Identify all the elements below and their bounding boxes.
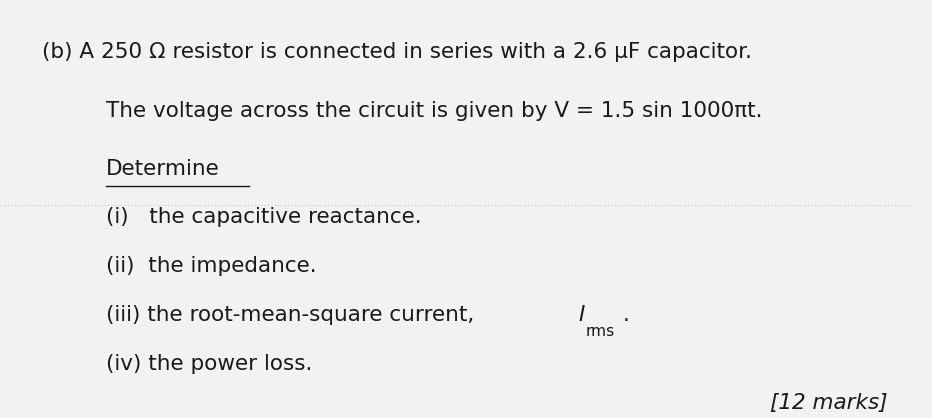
Text: (iv) the power loss.: (iv) the power loss. (106, 354, 312, 375)
Text: .: . (623, 306, 630, 326)
Text: The voltage across the circuit is given by V = 1.5 sin 1000πt.: The voltage across the circuit is given … (106, 102, 762, 121)
Text: (b) A 250 Ω resistor is connected in series with a 2.6 μF capacitor.: (b) A 250 Ω resistor is connected in ser… (42, 42, 752, 62)
Text: Determine: Determine (106, 158, 220, 178)
Text: I: I (578, 306, 584, 326)
Text: (ii)  the impedance.: (ii) the impedance. (106, 257, 317, 276)
Text: (iii) the root-mean-square current,: (iii) the root-mean-square current, (106, 306, 481, 326)
Text: (i)   the capacitive reactance.: (i) the capacitive reactance. (106, 207, 421, 227)
Text: rms: rms (586, 324, 615, 339)
Text: [12 marks]: [12 marks] (770, 393, 887, 413)
